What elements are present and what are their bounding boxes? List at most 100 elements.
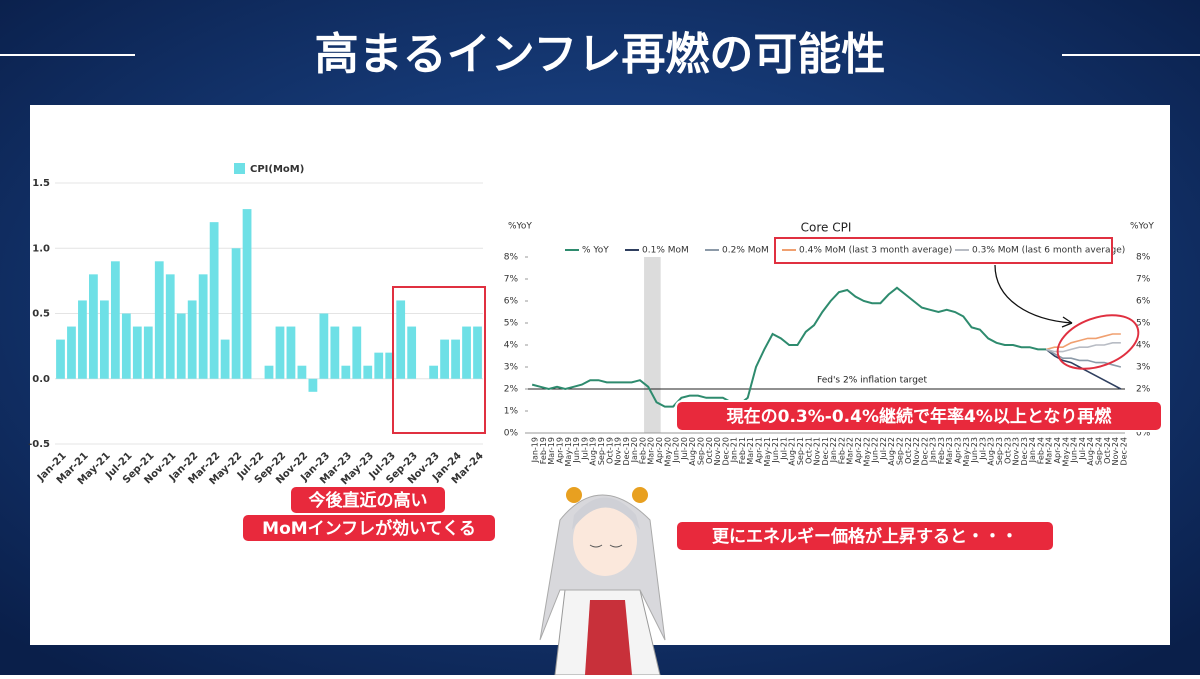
y2-tick-label: 7% — [1136, 275, 1151, 285]
legend-label: % YoY — [582, 246, 609, 256]
x-tick-label: Aug-21 — [788, 437, 797, 466]
x-tick-label: Jul-24 — [1078, 437, 1087, 461]
x-tick-label: Aug-22 — [887, 437, 896, 466]
x-tick-label: Oct-24 — [1103, 437, 1112, 464]
bar — [374, 352, 384, 379]
y-tick-label: 5% — [504, 319, 519, 329]
x-tick-label: Mar-21 — [746, 437, 755, 465]
callout-box — [675, 400, 1163, 432]
bar — [132, 326, 142, 379]
bar — [231, 248, 241, 379]
bar — [78, 300, 87, 379]
x-tick-label: Jan-24 — [1028, 437, 1037, 463]
bar — [242, 209, 252, 379]
y-tick-label: 8% — [504, 253, 519, 263]
y2-tick-label: 5% — [1136, 319, 1151, 329]
legend-label: 0.1% MoM — [642, 246, 689, 256]
x-tick-label: Apr-23 — [954, 437, 963, 463]
bar — [99, 300, 109, 379]
bar — [209, 222, 219, 379]
bar — [352, 326, 362, 379]
x-tick-label: Apr-21 — [755, 437, 764, 463]
x-tick-label: Mar-23 — [945, 437, 954, 465]
callout-box — [241, 513, 497, 543]
bar — [110, 261, 120, 379]
series-line — [1046, 342, 1121, 353]
x-tick-label: May-23 — [962, 437, 971, 466]
x-tick-label: Feb-23 — [937, 437, 946, 464]
bar — [440, 339, 449, 379]
x-tick-label: Dec-21 — [821, 437, 830, 466]
bar — [451, 339, 460, 379]
x-tick-label: Oct-20 — [705, 437, 714, 464]
y2-tick-label: 3% — [1136, 363, 1151, 373]
x-tick-label: Dec-24 — [1119, 437, 1128, 466]
y-tick-label: 2% — [504, 385, 519, 395]
x-tick-label: Nov-23 — [1012, 437, 1021, 465]
bar — [385, 352, 395, 379]
y-tick-label: 4% — [504, 341, 519, 351]
x-tick-label: Nov-19 — [614, 437, 623, 465]
bar — [473, 326, 482, 379]
x-tick-label: Jul-19 — [580, 437, 589, 461]
x-tick-label: Nov-24 — [1111, 437, 1120, 465]
x-tick-label: May-19 — [564, 437, 573, 466]
bar — [275, 326, 285, 379]
y-tick-label: 1% — [504, 407, 519, 417]
bar — [264, 365, 274, 379]
x-tick-label: Jun-23 — [970, 437, 979, 464]
y-tick-label: 1.5 — [32, 178, 50, 189]
bar — [154, 261, 164, 379]
x-tick-label: Sep-19 — [597, 437, 606, 465]
bar — [341, 365, 351, 379]
x-tick-label: Aug-23 — [987, 437, 996, 466]
bar — [165, 274, 175, 379]
x-tick-label: Dec-20 — [721, 437, 730, 466]
bar — [89, 274, 98, 379]
y-tick-label: -0.5 — [28, 439, 50, 450]
y2-tick-label: 8% — [1136, 253, 1151, 263]
x-tick-label: Jun-22 — [871, 437, 880, 464]
y2-axis-label: %YoY — [1130, 222, 1154, 232]
legend-label: 0.3% MoM (last 6 month average) — [972, 246, 1125, 256]
x-tick-label: Jun-24 — [1070, 437, 1079, 464]
bar — [297, 365, 307, 379]
x-tick-label: Jan-23 — [929, 437, 938, 463]
x-tick-label: Mar-20 — [647, 437, 656, 465]
y2-tick-label: 0% — [1136, 429, 1151, 439]
x-tick-label: Oct-22 — [904, 437, 913, 464]
character — [539, 487, 666, 676]
legend-label: 0.4% MoM (last 3 month average) — [799, 246, 952, 256]
x-tick-label: Nov-20 — [713, 437, 722, 465]
slide-title: 高まるインフレ再燃の可能性 — [315, 29, 886, 80]
callout-text: 更にエネルギー価格が上昇すると・・・ — [712, 526, 1018, 547]
callout-text: 現在の0.3%-0.4%継続で年率4%以上となり再燃 — [727, 406, 1113, 427]
bar — [121, 313, 131, 379]
callout-text: 今後直近の高い — [309, 490, 428, 511]
x-tick-label: Apr-22 — [854, 437, 863, 463]
x-tick-label: May-22 — [862, 437, 871, 466]
x-tick-label: Mar-19 — [547, 437, 556, 465]
series-line — [531, 286, 1047, 408]
x-tick-label: Jun-20 — [672, 437, 681, 464]
x-tick-label: Feb-22 — [837, 437, 846, 464]
x-tick-label: Jan-21 — [730, 437, 739, 463]
callout-text: MoMインフレが効いてくる — [262, 518, 476, 539]
bar — [407, 326, 417, 379]
x-tick-label: Mar-22 — [846, 437, 855, 465]
y-tick-label: 7% — [504, 275, 519, 285]
bar — [286, 326, 296, 379]
x-tick-label: Nov-21 — [813, 437, 822, 465]
bar — [143, 326, 153, 379]
x-tick-label: Aug-19 — [589, 437, 598, 466]
legend-label: 0.2% MoM — [722, 246, 769, 256]
chart-title: Core CPI — [801, 221, 852, 235]
callout-box — [675, 520, 1055, 552]
x-tick-label: Jan-20 — [630, 437, 639, 463]
x-tick-label: Aug-24 — [1086, 437, 1095, 466]
x-tick-label: Apr-24 — [1053, 437, 1062, 463]
x-tick-label: May-24 — [1061, 437, 1070, 466]
x-tick-label: Jun-19 — [572, 437, 581, 464]
y-tick-label: 6% — [504, 297, 519, 307]
